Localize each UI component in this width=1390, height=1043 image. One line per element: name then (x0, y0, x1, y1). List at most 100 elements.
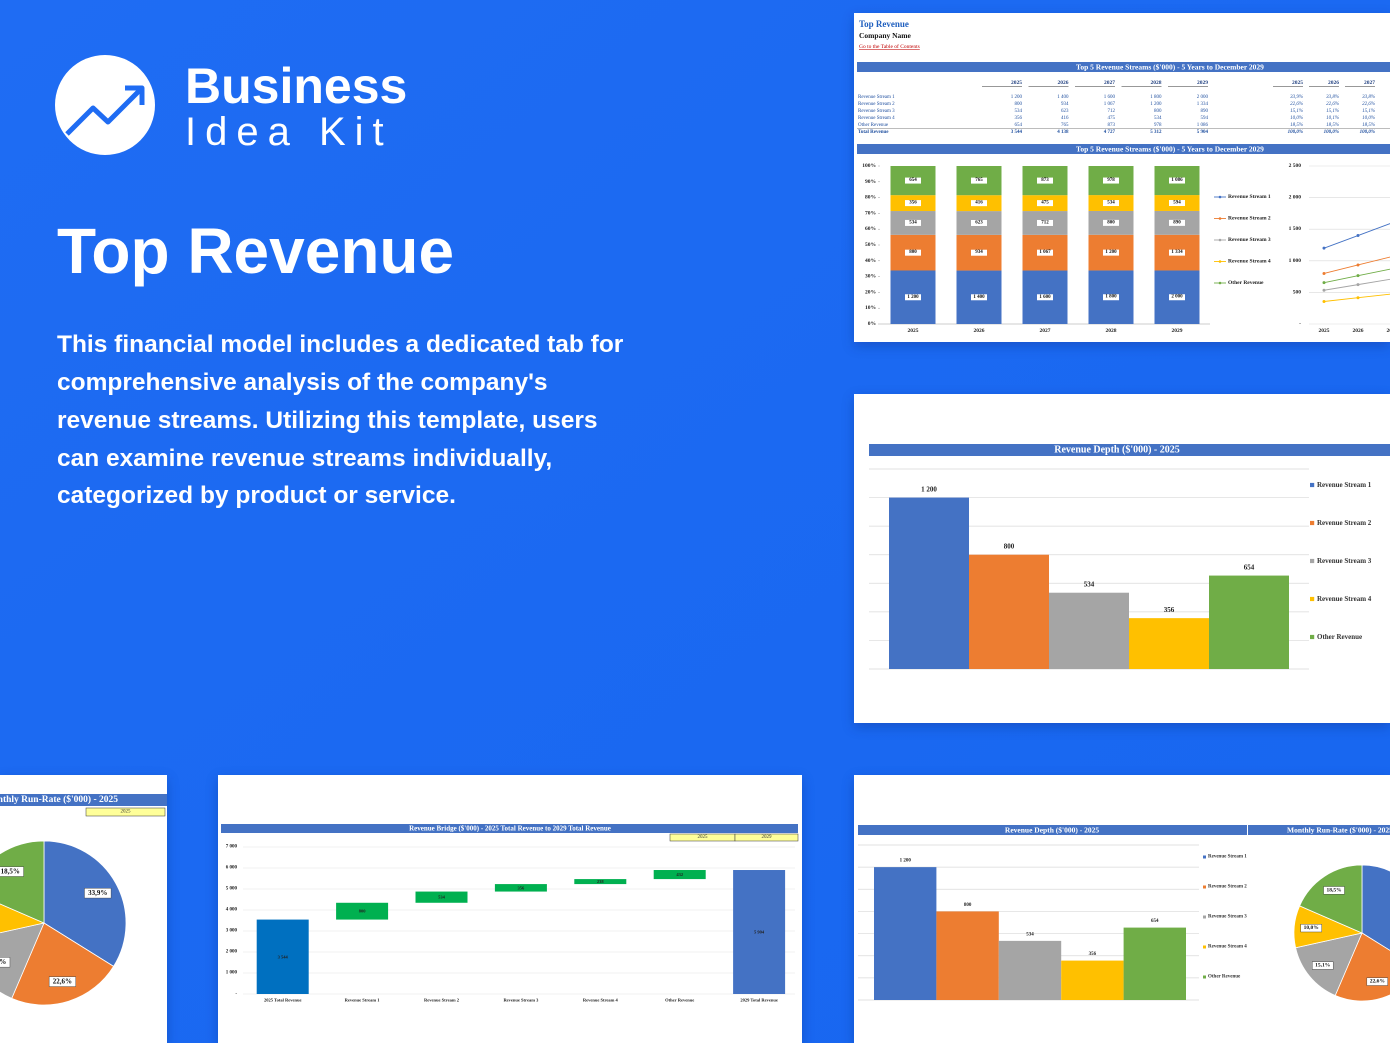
legend-swatch (1203, 975, 1206, 979)
data-label-box (48, 976, 76, 987)
y-tick-label: 2 500 (1289, 163, 1302, 169)
legend-swatch (1203, 855, 1206, 859)
pie-slice (1361, 864, 1390, 951)
data-label: 654 (909, 178, 917, 183)
y-tick-label: 6 000 (226, 866, 238, 871)
table-cell: 15,1% (1362, 109, 1375, 114)
data-label-box (905, 249, 921, 256)
y-tick-label: 500 (1293, 289, 1302, 295)
y-tick-label: 0% (868, 321, 876, 327)
data-label: 534 (1107, 201, 1115, 206)
y-tick-label: 1 500 (1289, 226, 1302, 232)
series-line (1323, 256, 1390, 274)
data-label-box (1169, 177, 1185, 184)
row-label: Revenue Stream 1 (858, 95, 895, 100)
y-tick-label: 3 000 (226, 929, 238, 934)
series-line (1323, 268, 1390, 284)
table-cell: 1 800 (1150, 95, 1162, 100)
data-label: 356 (1164, 606, 1175, 614)
logo-arrow-head (125, 85, 145, 105)
x-tick-label: 2025 Total Revenue (264, 998, 302, 1003)
data-label-box (1103, 249, 1119, 256)
series-marker (1322, 246, 1326, 250)
legend-label: Revenue Stream 4 (1317, 595, 1372, 603)
data-label: 890 (1173, 220, 1181, 225)
legend-swatch (1203, 885, 1206, 889)
data-label: 15,1% (1315, 963, 1330, 969)
title-bar (857, 144, 1390, 154)
y-tick-label: 1 000 (226, 971, 238, 976)
x-tick-label: 2027 (1387, 328, 1390, 334)
data-label: 534 (909, 220, 917, 225)
data-label-box (1312, 961, 1334, 970)
data-label: 800 (1107, 220, 1115, 225)
series-marker (1322, 281, 1326, 285)
table-cell: 15,1% (1326, 109, 1339, 114)
x-tick-label: 2025 (908, 328, 919, 334)
data-label-box (905, 177, 921, 184)
column-header: 2028 (1151, 80, 1162, 86)
y-tick-label: 2 000 (1289, 195, 1302, 201)
data-label-box (971, 249, 987, 256)
legend-marker (1218, 238, 1222, 242)
x-tick-label: Revenue Stream 2 (424, 998, 460, 1003)
legend-swatch (1203, 915, 1206, 919)
data-label: 238 (597, 879, 605, 884)
table-cell: 934 (1061, 102, 1069, 107)
bar (733, 870, 786, 994)
bar (574, 879, 627, 885)
x-tick-label: 2026 (974, 328, 985, 334)
y-tick-label: - (235, 992, 237, 997)
y-tick-label: 50% (865, 242, 876, 248)
data-label: 18,5% (1326, 887, 1341, 893)
data-label-box (1037, 177, 1053, 184)
description-line: categorized by product or service. (57, 482, 456, 509)
y-tick-label: 80% (865, 195, 876, 201)
data-label: 712 (1041, 220, 1049, 225)
table-cell: 800 (1015, 102, 1023, 107)
bar (1209, 575, 1289, 669)
data-label: 1 200 (900, 859, 912, 864)
data-label-box (1323, 886, 1345, 895)
sheet-title: Top Revenue (859, 19, 909, 29)
legend-label: Revenue Stream 3 (1317, 557, 1372, 565)
data-label: 356 (518, 885, 526, 890)
data-label-box (1169, 294, 1185, 301)
data-label-box (971, 177, 987, 184)
bar (936, 911, 999, 1000)
x-tick-label: Revenue Stream 1 (345, 998, 381, 1003)
bar (874, 867, 937, 1000)
chart-title: Top 5 Revenue Streams ($'000) - 5 Years … (1076, 145, 1264, 154)
pie-slice (1299, 864, 1363, 934)
data-label: 22,6% (1370, 979, 1385, 985)
table-cell: 3 544 (1011, 130, 1023, 135)
row-label: Other Revenue (858, 123, 889, 128)
legend-label: Revenue Stream 1 (1317, 481, 1372, 489)
data-label-box (1300, 924, 1322, 933)
data-label-box (0, 957, 11, 968)
series-line (1323, 293, 1390, 302)
panel: Revenue Bridge ($'000) - 2025 Total Reve… (218, 775, 802, 1043)
table-cell: 4 727 (1104, 130, 1116, 135)
page-title: Top Revenue (57, 215, 454, 287)
y-tick-label: 100% (862, 163, 876, 169)
pie-slice (0, 840, 45, 924)
data-label-box (971, 200, 987, 207)
data-label-box (0, 866, 24, 877)
data-label: 15,1% (0, 958, 6, 966)
table-cell: 22,6% (1362, 102, 1375, 107)
title-bar (0, 794, 167, 806)
y-tick-label: 10% (865, 305, 876, 311)
bar (1049, 592, 1129, 669)
brand-top: Business (185, 58, 407, 114)
legend-label: Revenue Stream 2 (1208, 885, 1247, 890)
data-label-box (905, 219, 921, 226)
legend-label: Revenue Stream 4 (1228, 259, 1271, 265)
toc-link: Go to the Table of Contents (859, 43, 920, 50)
legend-swatch (1203, 945, 1206, 949)
column-header: 2029 (1197, 80, 1208, 86)
chart-title: Monthly Run-Rate ($'000) - 2025 (0, 794, 118, 805)
table-cell: 18,5% (1290, 123, 1303, 128)
data-label-box (1037, 219, 1053, 226)
